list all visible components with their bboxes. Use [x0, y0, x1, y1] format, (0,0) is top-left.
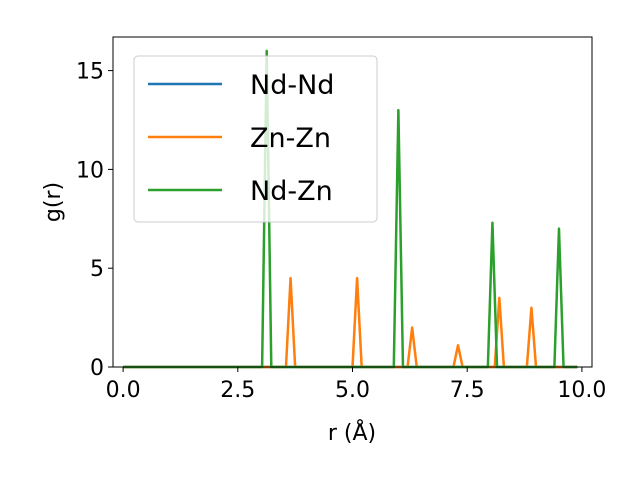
- x-tick-label: 2.5: [220, 378, 255, 403]
- x-tick-label: 10.0: [557, 378, 606, 403]
- x-tick-label: 5.0: [335, 378, 370, 403]
- y-axis-label: g(r): [41, 182, 66, 222]
- x-tick-label: 7.5: [450, 378, 485, 403]
- legend-label-zn-zn: Zn-Zn: [250, 123, 331, 154]
- y-tick-label: 0: [90, 356, 104, 381]
- y-axis-ticks: 0 5 10 15: [76, 60, 113, 381]
- x-tick-label: 0.0: [106, 378, 141, 403]
- y-tick-label: 5: [90, 257, 104, 282]
- legend-box: [133, 55, 378, 223]
- legend: Nd-Nd Zn-Zn Nd-Zn: [133, 55, 378, 223]
- legend-label-nd-zn: Nd-Zn: [250, 176, 333, 207]
- legend-label-nd-nd: Nd-Nd: [250, 70, 334, 101]
- y-tick-label: 15: [76, 60, 104, 85]
- y-tick-label: 10: [76, 158, 104, 183]
- x-axis-ticks: 0.0 2.5 5.0 7.5 10.0: [106, 367, 606, 403]
- x-axis-label: r (Å): [328, 419, 376, 446]
- legend-items: Nd-Nd Zn-Zn Nd-Zn: [148, 70, 334, 207]
